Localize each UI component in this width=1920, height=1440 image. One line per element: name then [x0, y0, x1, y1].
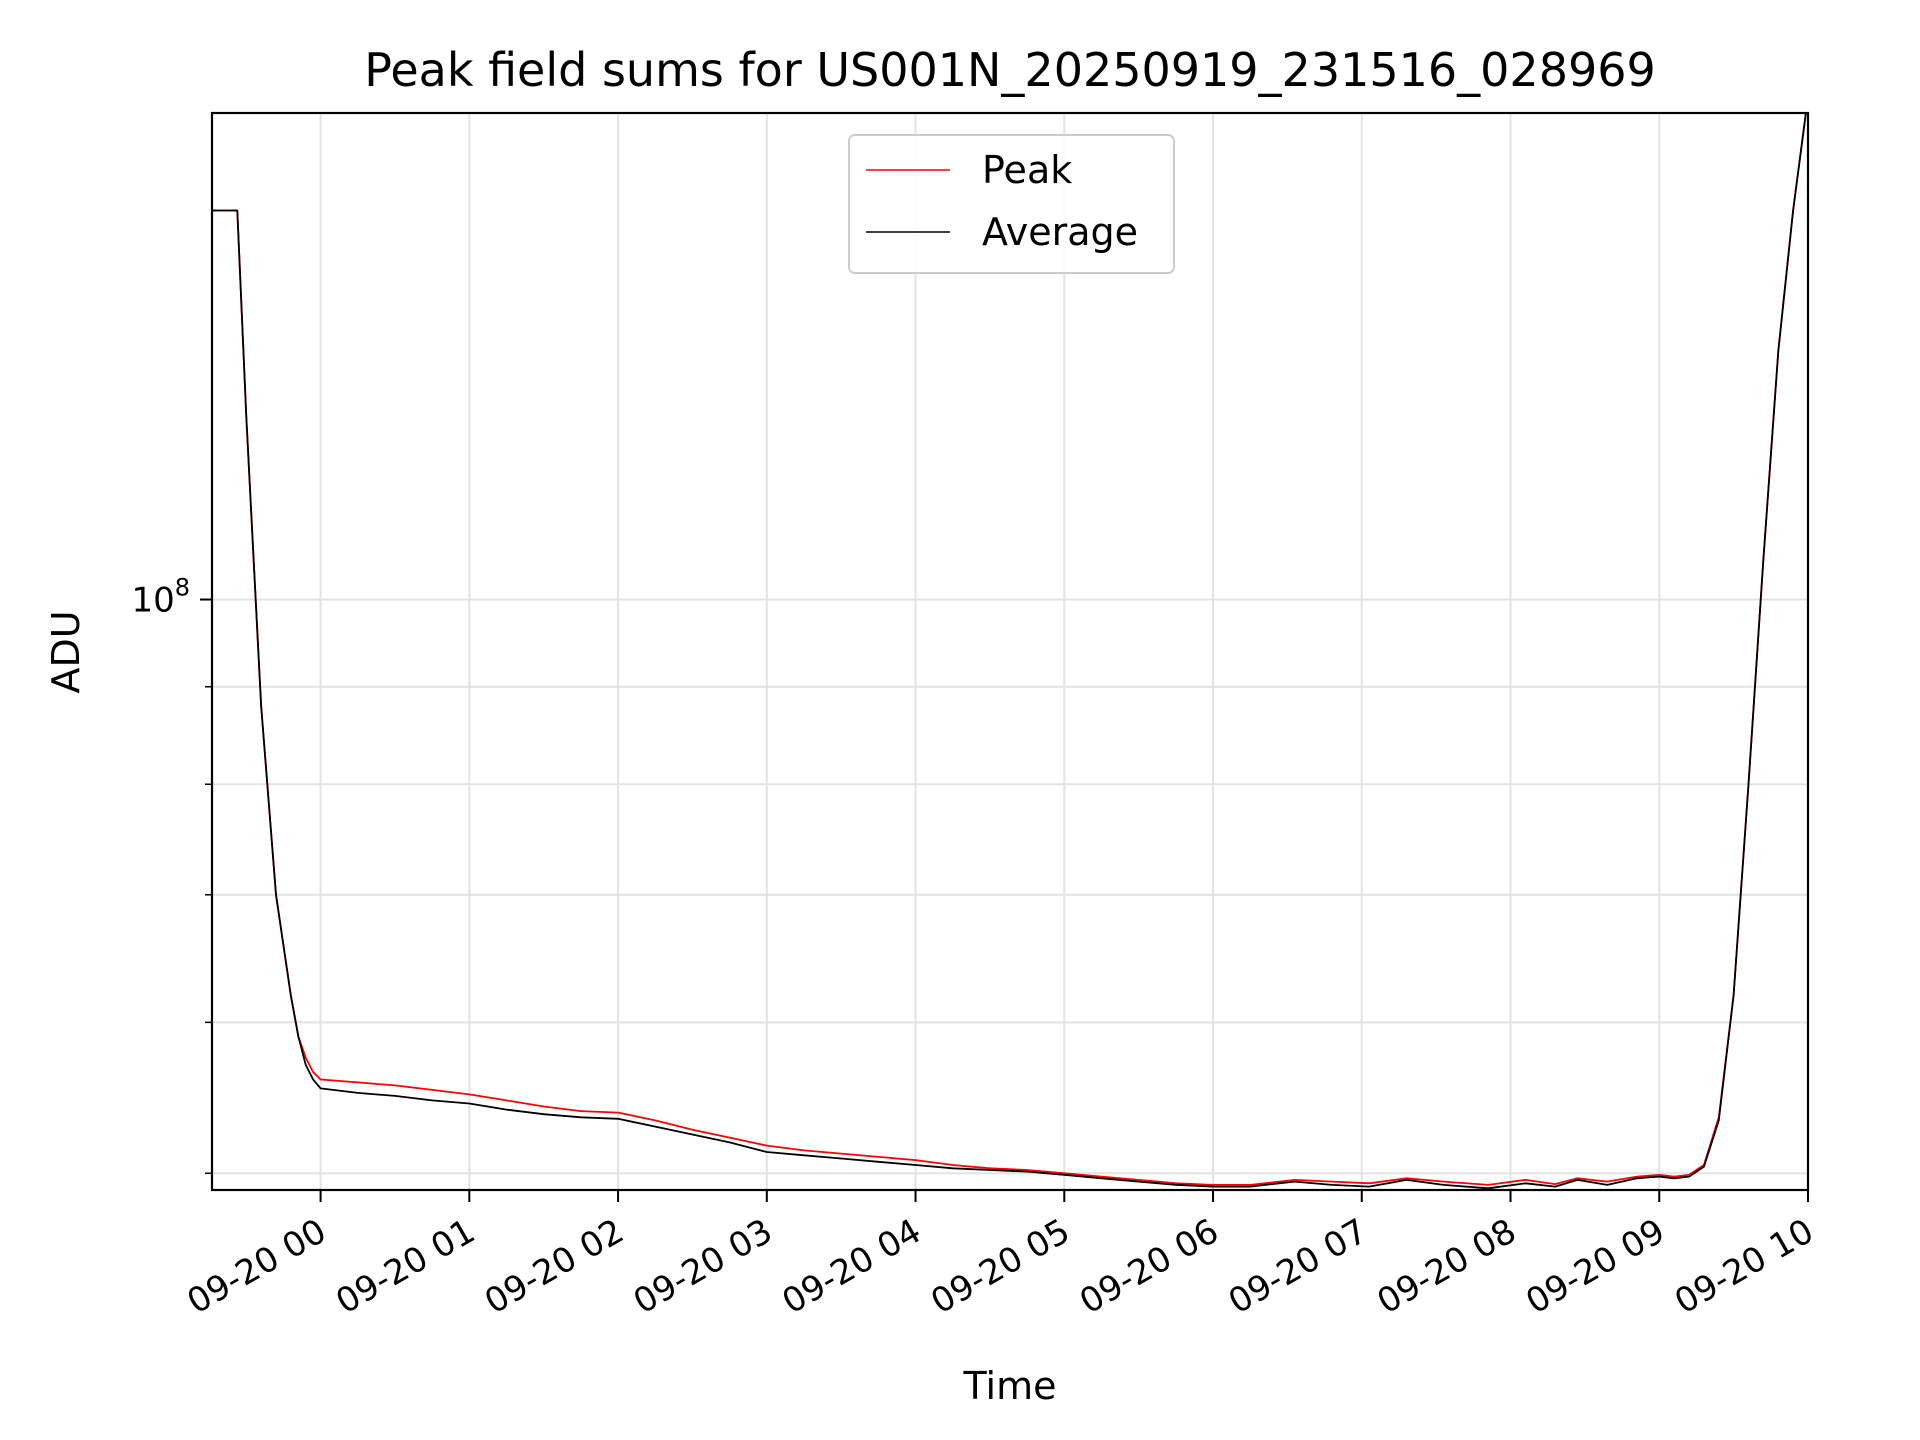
series-line-peak	[212, 113, 1807, 1186]
legend-average-label: Average	[982, 210, 1138, 254]
legend-peak-label: Peak	[982, 148, 1072, 192]
x-tick-label: 09-20 05	[924, 1211, 1076, 1322]
plot-area-frame	[210, 111, 1810, 1192]
x-tick-label: 09-20 01	[329, 1211, 481, 1322]
legend: Peak Average	[848, 134, 1175, 274]
x-tick-label: 09-20 03	[627, 1211, 779, 1322]
series-line-average	[212, 113, 1807, 1190]
x-tick-label: 09-20 06	[1073, 1211, 1225, 1322]
x-tick-label: 09-20 02	[478, 1211, 630, 1322]
x-tick-label: 09-20 00	[181, 1211, 333, 1322]
y-axis-label: ADU	[44, 610, 88, 693]
x-tick-label: 09-20 10	[1668, 1211, 1820, 1322]
series-lines	[212, 113, 1807, 1190]
x-tick-label: 09-20 08	[1371, 1211, 1523, 1322]
x-axis-label: Time	[963, 1364, 1057, 1408]
gridlines	[212, 113, 1809, 1190]
x-tick-label: 09-20 09	[1519, 1211, 1671, 1322]
y-tick-label: 108	[131, 574, 190, 621]
x-tick-label: 09-20 04	[776, 1211, 928, 1322]
chart-title: Peak field sums for US001N_20250919_2315…	[364, 43, 1656, 97]
x-tick-label: 09-20 07	[1222, 1211, 1374, 1322]
